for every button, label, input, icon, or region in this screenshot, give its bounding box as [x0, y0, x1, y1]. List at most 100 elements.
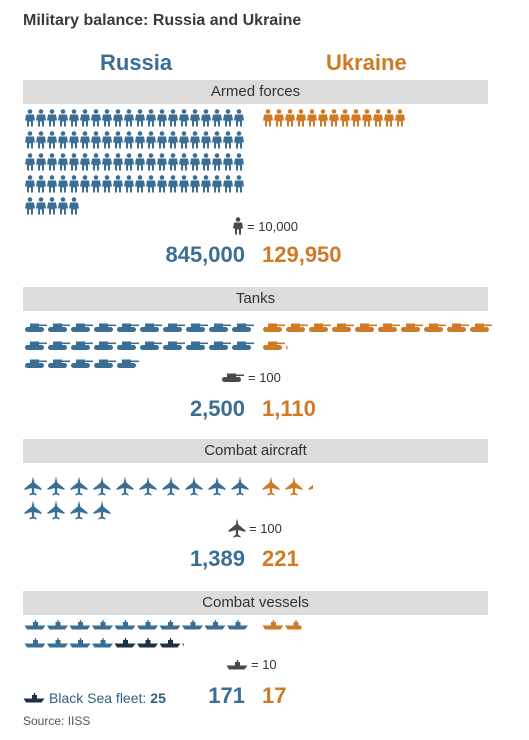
vessel-icon: [24, 620, 46, 630]
tank-icon: [378, 323, 400, 332]
vessel-icon: [159, 638, 181, 648]
aircraft-icon: [70, 476, 88, 496]
tank-icon: [209, 323, 231, 332]
soldier-icon: [36, 109, 46, 127]
soldier-icon: [25, 175, 35, 193]
soldier-icon: [25, 131, 35, 149]
soldier-icon: [124, 175, 134, 193]
soldier-icon: [58, 109, 68, 127]
soldier-icon: [146, 109, 156, 127]
soldier-icon: [212, 175, 222, 193]
aircraft-icon: [47, 500, 65, 520]
section-band-combat-vessels: Combat vessels: [23, 591, 488, 615]
tank-icon: [286, 345, 288, 350]
aircraft-icon: [116, 476, 134, 496]
soldier-icon: [36, 153, 46, 171]
soldier-icon: [351, 109, 361, 127]
vessel-legend-icon: [226, 659, 248, 669]
soldier-icon: [102, 175, 112, 193]
tank-icon: [71, 323, 93, 332]
soldier-icon: [168, 175, 178, 193]
unit-label-armed-forces: = 10,000: [247, 218, 298, 234]
tank-icon: [209, 341, 231, 350]
section-band-combat-aircraft: Combat aircraft: [23, 439, 488, 463]
page-title: Military balance: Russia and Ukraine: [23, 12, 302, 29]
soldier-icon: [157, 131, 167, 149]
tank-icon: [94, 359, 116, 368]
aircraft-icon: [185, 476, 203, 496]
vessel-icon: [69, 638, 91, 648]
tank-icon: [48, 359, 70, 368]
tank-icon: [401, 323, 423, 332]
vessel-icon: [159, 620, 181, 630]
soldier-icon: [135, 131, 145, 149]
tank-icon: [186, 341, 208, 350]
soldier-icon: [102, 109, 112, 127]
vessel-icon: [204, 620, 226, 630]
tank-icon: [117, 341, 139, 350]
soldier-icon: [223, 131, 233, 149]
soldier-icon: [58, 131, 68, 149]
soldier-icon: [146, 175, 156, 193]
soldier-icon: [190, 131, 200, 149]
soldier-icon: [102, 131, 112, 149]
tank-icon: [163, 341, 185, 350]
tank-icon: [355, 323, 377, 332]
ukraine-total-tanks: 1,110: [262, 396, 316, 421]
vessel-icon: [24, 638, 46, 648]
aircraft-icon: [24, 500, 42, 520]
black-sea-fleet-label: Black Sea fleet:: [49, 690, 147, 706]
tank-icon: [186, 323, 208, 332]
tank-legend-icon: [222, 373, 244, 382]
soldier-icon: [384, 109, 394, 127]
vessel-icon: [182, 620, 203, 630]
soldier-icon: [47, 109, 57, 127]
ukraine-total-armed-forces: 129,950: [262, 242, 342, 267]
tank-icon: [263, 341, 285, 350]
soldier-icon: [58, 197, 68, 215]
soldier-icon: [285, 109, 295, 127]
soldier-icon: [146, 153, 156, 171]
aircraft-icon: [308, 484, 314, 490]
soldier-icon: [124, 131, 134, 149]
soldier-icon: [80, 153, 90, 171]
soldier-icon: [362, 109, 372, 127]
legend-armed-forces: = 10,000: [232, 217, 298, 235]
soldier-icon: [69, 197, 79, 215]
tank-icon: [48, 323, 70, 332]
soldier-icon: [135, 175, 145, 193]
soldier-icon: [307, 109, 317, 127]
aircraft-icon: [93, 476, 111, 496]
vessel-icon: [47, 620, 68, 630]
soldier-icon: [234, 153, 244, 171]
tank-icon: [447, 323, 469, 332]
soldier-icon: [36, 175, 46, 193]
soldier-icon: [91, 131, 101, 149]
legend-tanks: = 100: [221, 370, 281, 385]
soldier-icon: [80, 109, 90, 127]
black-sea-vessel-icon: [23, 693, 45, 703]
legend-combat-vessels: = 10: [226, 657, 277, 672]
aircraft-icon: [139, 476, 157, 496]
ukraine-total-combat-vessels: 17: [262, 683, 287, 708]
soldier-icon: [69, 175, 79, 193]
vessel-icon: [182, 643, 184, 647]
soldier-icon: [69, 131, 79, 149]
tank-icon: [232, 323, 254, 332]
soldier-icon: [91, 175, 101, 193]
soldier-icon: [25, 153, 35, 171]
russia-total-armed-forces: 845,000: [165, 242, 245, 267]
soldier-icon: [124, 109, 134, 127]
tank-icon: [286, 323, 308, 332]
soldier-icon: [201, 175, 211, 193]
soldier-icon: [157, 175, 167, 193]
soldier-icon: [25, 109, 35, 127]
soldier-icon: [80, 175, 90, 193]
soldier-icon: [91, 109, 101, 127]
aircraft-icon: [262, 476, 280, 496]
soldier-icon: [36, 197, 46, 215]
source-note: Source: IISS: [23, 714, 91, 728]
soldier-icon: [47, 197, 57, 215]
soldier-icon: [179, 153, 189, 171]
soldier-icon: [201, 131, 211, 149]
